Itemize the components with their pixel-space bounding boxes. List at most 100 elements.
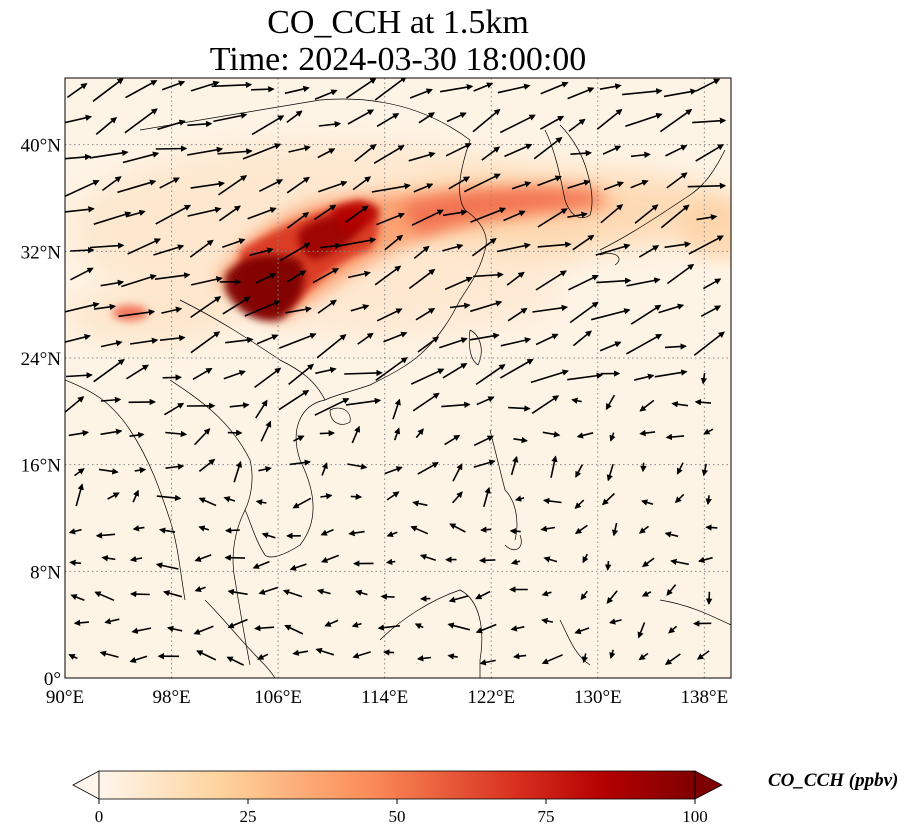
wind-arrow bbox=[244, 300, 281, 317]
wind-arrow bbox=[132, 525, 145, 532]
wind-arrow bbox=[196, 650, 217, 661]
wind-arrow bbox=[65, 396, 85, 414]
wind-arrow bbox=[705, 495, 712, 506]
wind-arrow bbox=[599, 83, 622, 90]
wind-arrow bbox=[191, 276, 223, 286]
wind-arrow bbox=[70, 594, 85, 601]
wind-arrow bbox=[127, 238, 161, 255]
wind-arrow bbox=[503, 210, 526, 222]
wind-arrow bbox=[537, 208, 568, 228]
wind-arrow bbox=[640, 499, 654, 506]
wind-arrow bbox=[604, 560, 612, 571]
wind-arrow bbox=[575, 464, 584, 478]
wind-arrow bbox=[550, 455, 558, 478]
wind-arrow bbox=[75, 483, 84, 507]
wind-arrow bbox=[601, 492, 615, 506]
wind-arrow bbox=[350, 304, 370, 312]
wind-arrow bbox=[634, 204, 659, 224]
wind-arrow bbox=[543, 556, 558, 563]
wind-arrow bbox=[155, 145, 188, 152]
wind-arrow bbox=[374, 78, 407, 101]
wind-arrow bbox=[703, 278, 722, 290]
longitude-tick-labels: 90°E 98°E 106°E 114°E 122°E 130°E 138°E bbox=[46, 687, 728, 708]
wind-arrow bbox=[510, 625, 525, 632]
wind-arrow bbox=[439, 83, 474, 93]
wind-arrow bbox=[129, 555, 143, 563]
wind-arrow bbox=[663, 88, 697, 98]
wind-arrow bbox=[289, 563, 307, 571]
wind-arrow bbox=[508, 405, 531, 412]
wind-arrow bbox=[567, 372, 604, 381]
wind-arrow bbox=[660, 204, 690, 229]
wind-arrow bbox=[591, 308, 631, 321]
wind-arrow bbox=[132, 489, 139, 503]
wind-arrow bbox=[286, 110, 303, 124]
wind-arrow bbox=[670, 558, 689, 566]
wind-arrow bbox=[92, 78, 124, 102]
wind-arrow bbox=[258, 466, 272, 473]
wind-arrow bbox=[161, 306, 183, 314]
wind-arrow bbox=[65, 153, 92, 161]
wind-arrow bbox=[410, 368, 445, 385]
wind-arrow bbox=[312, 268, 340, 284]
wind-arrow bbox=[666, 263, 695, 285]
colorbar-tick-label: 75 bbox=[538, 807, 555, 826]
wind-arrow bbox=[286, 176, 310, 194]
wind-arrow bbox=[473, 459, 496, 468]
wind-arrow bbox=[600, 203, 624, 224]
wind-arrow bbox=[193, 625, 214, 635]
wind-arrow bbox=[159, 177, 180, 189]
wind-arrow bbox=[408, 268, 436, 290]
wind-arrow bbox=[65, 206, 95, 213]
wind-arrow bbox=[218, 175, 248, 196]
wind-arrow bbox=[118, 309, 156, 318]
wind-arrow bbox=[289, 459, 311, 466]
wind-arrow bbox=[417, 336, 440, 353]
lon-tick-label: 122°E bbox=[467, 687, 515, 708]
wind-arrow bbox=[125, 209, 146, 218]
wind-arrow bbox=[279, 332, 317, 349]
wind-arrow bbox=[419, 553, 437, 561]
wind-arrow bbox=[696, 214, 718, 221]
wind-arrow bbox=[94, 591, 115, 602]
wind-arrow bbox=[541, 617, 554, 625]
wind-arrow bbox=[542, 431, 561, 438]
wind-arrow bbox=[511, 181, 532, 190]
wind-arrow bbox=[65, 301, 100, 313]
wind-arrow bbox=[213, 112, 248, 123]
wind-arrow bbox=[703, 428, 714, 435]
wind-arrow bbox=[452, 463, 463, 482]
wind-arrow bbox=[357, 332, 374, 345]
wind-arrow bbox=[595, 243, 631, 256]
wind-arrow bbox=[611, 522, 619, 537]
wind-arrow bbox=[640, 462, 647, 473]
wind-arrow bbox=[251, 115, 285, 136]
wind-arrow bbox=[293, 435, 305, 442]
colorbar-label: CO_CCH (ppbv) bbox=[768, 770, 899, 791]
wind-arrow bbox=[700, 305, 722, 318]
wind-arrow bbox=[345, 205, 369, 223]
wind-arrow bbox=[444, 434, 461, 446]
wind-arrow bbox=[393, 427, 401, 441]
wind-arrow bbox=[567, 179, 591, 189]
wind-arrow bbox=[630, 151, 651, 159]
wind-arrow bbox=[540, 525, 556, 532]
wind-arrow bbox=[625, 112, 663, 128]
colorbar-tick-label: 50 bbox=[389, 807, 406, 826]
wind-arrow bbox=[622, 88, 663, 96]
wind-arrow bbox=[705, 524, 718, 531]
wind-arrow bbox=[376, 113, 400, 127]
wind-arrow bbox=[476, 396, 495, 406]
wind-arrow bbox=[194, 554, 212, 562]
wind-arrow bbox=[442, 243, 464, 252]
wind-arrow bbox=[535, 270, 567, 291]
wind-arrow bbox=[449, 302, 471, 309]
wind-arrow bbox=[261, 532, 276, 539]
colorbar-high-extend bbox=[694, 770, 723, 800]
wind-arrow bbox=[446, 112, 467, 123]
wind-arrow bbox=[225, 336, 254, 344]
wind-arrow bbox=[507, 307, 528, 322]
wind-arrow bbox=[99, 650, 119, 658]
wind-arrow bbox=[447, 622, 471, 631]
